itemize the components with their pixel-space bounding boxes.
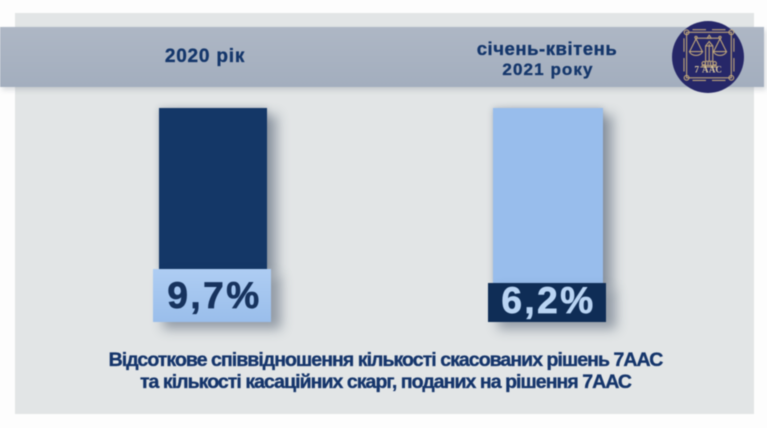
svg-text:7 ААС: 7 ААС: [694, 65, 722, 75]
